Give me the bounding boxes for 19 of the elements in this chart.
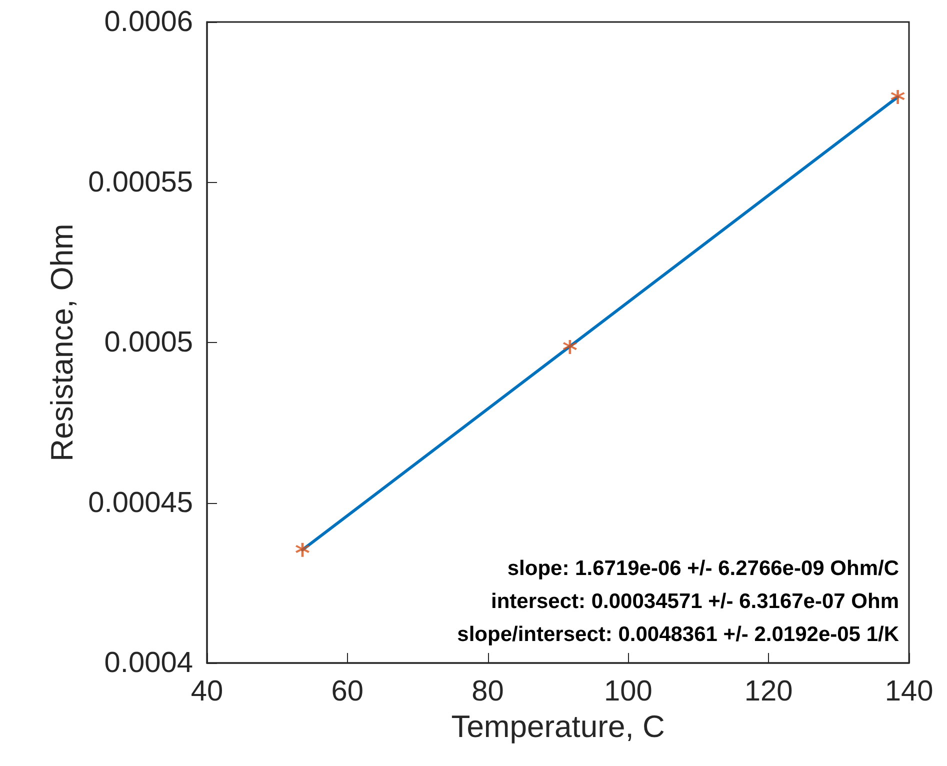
annotation: slope: 1.6719e-06 +/- 6.2766e-09 Ohm/C [507,557,900,580]
y-axis-title: Resistance, Ohm [44,224,80,462]
x-tick-label: 40 [190,676,224,708]
point [295,542,310,557]
x-tick-label: 120 [744,676,793,708]
x-tick-label: 80 [472,676,504,708]
x-tick-label: 100 [604,676,652,708]
y-tick-label: 0.0004 [104,647,193,679]
x-tick-label: 140 [884,676,934,708]
y-tick-label: 0.0006 [104,6,193,38]
annotation: intersect: 0.00034571 +/- 6.3167e-07 Ohm [490,590,900,613]
annotation: slope/intersect: 0.0048361 +/- 2.0192e-05 1/K [457,623,900,646]
y-tick-label: 0.0005 [104,326,193,358]
y-tick-label: 0.00045 [88,486,193,519]
point [890,90,905,104]
x-axis-title: Temperature, C [451,709,665,744]
y-tick-label: 0.00055 [88,166,193,198]
x-tick-label: 60 [331,676,364,708]
point [562,340,577,354]
